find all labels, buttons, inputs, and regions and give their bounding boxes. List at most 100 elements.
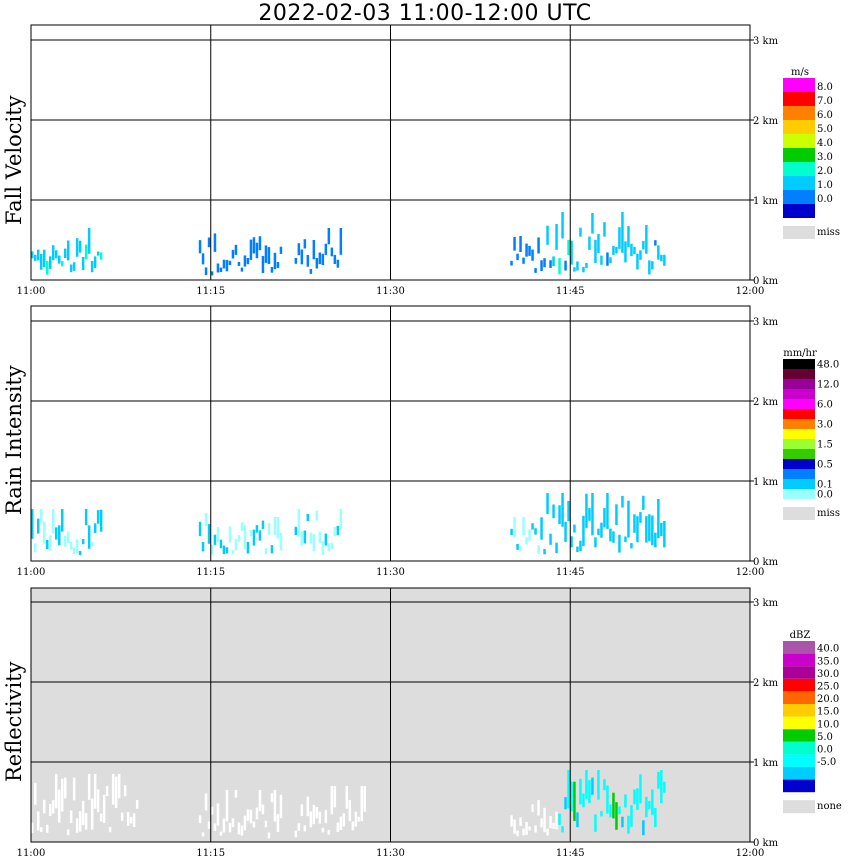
- echo-cell: [237, 822, 241, 835]
- echo-cluster: [546, 212, 666, 275]
- legend-swatch: [783, 389, 815, 399]
- echo-cell: [528, 529, 531, 541]
- echo-cell: [621, 816, 624, 828]
- echo-cluster: [222, 236, 283, 273]
- echo-cell: [297, 243, 301, 256]
- echo-cell: [58, 789, 61, 823]
- echo-cell: [204, 267, 208, 276]
- legend-swatch: [783, 134, 815, 148]
- echo-cell: [276, 262, 280, 268]
- echo-cell: [645, 516, 648, 543]
- legend-unit: mm/hr: [783, 348, 817, 359]
- echo-cell: [522, 517, 525, 536]
- echo-cell: [261, 520, 265, 529]
- echo-cell: [303, 239, 307, 249]
- legend-label: 5.0: [817, 124, 833, 135]
- echo-cell: [81, 257, 85, 271]
- echo-cell: [87, 228, 91, 254]
- echo-cell: [279, 794, 283, 819]
- echo-cell: [46, 261, 49, 275]
- echo-cell: [648, 801, 651, 810]
- echo-cell: [40, 827, 43, 832]
- echo-cell: [40, 253, 43, 270]
- grid-lines: [31, 25, 750, 280]
- echo-cell: [333, 786, 337, 808]
- legend-label: 5.0: [817, 732, 833, 743]
- legend-swatch: [783, 729, 815, 742]
- echo-cell: [579, 227, 582, 237]
- legend-swatch: [783, 469, 815, 479]
- echo-cell: [84, 509, 88, 526]
- echo-cell: [49, 804, 52, 817]
- echo-cell: [513, 517, 516, 538]
- echo-cell: [633, 789, 636, 805]
- plot-frame: [30, 24, 751, 281]
- echo-cell: [87, 774, 91, 800]
- legend-label: -5.0: [817, 757, 836, 768]
- plot-frame: [30, 587, 751, 843]
- echo-cell: [534, 268, 537, 273]
- echo-cell: [363, 786, 366, 812]
- echo-cell: [645, 796, 648, 818]
- echo-cell: [267, 247, 271, 264]
- echo-cell: [582, 266, 585, 273]
- echo-cell: [540, 517, 543, 540]
- legend-swatch: [783, 449, 815, 459]
- legend-label: 0.1: [817, 480, 833, 491]
- echo-cell: [552, 256, 555, 267]
- echo-cell: [234, 244, 238, 255]
- echo-cell: [639, 774, 642, 804]
- echo-cell: [34, 783, 37, 805]
- echo-cell: [603, 222, 606, 237]
- echo-cell: [34, 254, 37, 261]
- legend-label: 1.5: [817, 440, 833, 451]
- echo-cell: [627, 226, 630, 248]
- echo-cell: [549, 533, 552, 545]
- echo-cell: [630, 805, 633, 827]
- echo-cell: [645, 225, 648, 254]
- echo-cell: [627, 815, 630, 834]
- echo-cell: [327, 543, 331, 552]
- echo-cell: [96, 251, 100, 256]
- echo-cell: [318, 531, 322, 543]
- echo-cell: [312, 534, 316, 552]
- echo-cell: [61, 261, 64, 267]
- legend-swatch: [783, 148, 815, 162]
- echo-cell: [624, 536, 627, 543]
- legend-label: 35.0: [817, 656, 839, 667]
- echo-cell: [510, 260, 513, 266]
- echo-cell: [564, 797, 567, 810]
- y-tick-label: 0 km: [753, 276, 779, 287]
- plot-frame: [30, 305, 751, 562]
- echo-cell: [87, 525, 91, 549]
- echo-cell: [573, 781, 576, 821]
- echo-cell: [651, 515, 654, 546]
- echo-cell: [297, 509, 301, 537]
- echo-cell: [78, 240, 82, 253]
- echo-cell: [345, 786, 349, 809]
- echo-cell: [522, 257, 525, 264]
- echo-cell: [597, 528, 600, 536]
- legend-swatch: [783, 369, 815, 379]
- echo-cell: [219, 267, 223, 272]
- echo-cell: [279, 246, 283, 254]
- echo-cell: [228, 526, 232, 543]
- echo-cell: [570, 240, 573, 265]
- echo-cell: [81, 800, 85, 826]
- echo-cell: [648, 260, 651, 275]
- echo-cluster: [198, 513, 223, 555]
- echo-cell: [555, 542, 558, 553]
- echo-layer: [31, 212, 666, 276]
- echo-cell: [564, 260, 567, 271]
- legend-missing-swatch: [783, 507, 815, 520]
- echo-cluster: [31, 774, 139, 836]
- legend-label: 7.0: [817, 96, 833, 107]
- legend-label: 0.5: [817, 460, 833, 471]
- echo-cell: [525, 243, 528, 257]
- grid-lines: [31, 306, 750, 561]
- echo-cell: [339, 228, 343, 255]
- echo-cell: [585, 493, 588, 528]
- echo-cell: [552, 822, 555, 829]
- echo-cell: [228, 823, 232, 833]
- echo-cell: [300, 804, 304, 817]
